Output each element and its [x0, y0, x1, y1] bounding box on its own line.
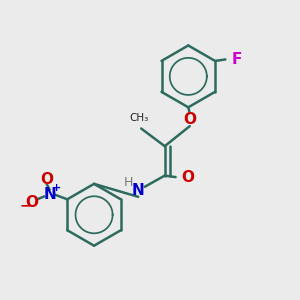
- Text: O: O: [183, 112, 196, 127]
- Text: O: O: [181, 169, 194, 184]
- Text: O: O: [40, 172, 53, 187]
- Text: N: N: [43, 188, 56, 202]
- Text: −: −: [19, 198, 31, 212]
- Text: N: N: [132, 183, 145, 198]
- Text: F: F: [231, 52, 242, 67]
- Text: O: O: [25, 195, 38, 210]
- Text: +: +: [52, 183, 61, 194]
- Text: CH₃: CH₃: [129, 113, 148, 123]
- Text: H: H: [124, 176, 134, 189]
